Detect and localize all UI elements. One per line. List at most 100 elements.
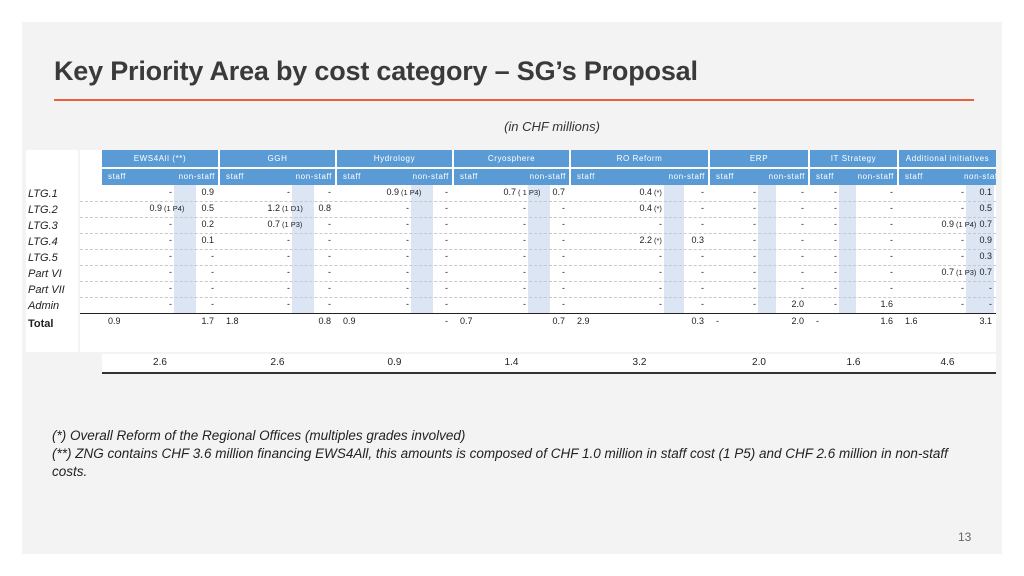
staff-cell: - [753, 203, 756, 213]
grade-note: (*) [654, 236, 662, 245]
group-total-cell: 2.0 [752, 357, 766, 368]
staff-cell: - [834, 251, 837, 261]
staff-cell: - [659, 219, 662, 229]
staff-cell: - [523, 203, 526, 213]
staff-cell: - [834, 267, 837, 277]
row-label: Part VI [28, 268, 62, 280]
non-staff-cell: - [801, 187, 804, 197]
staff-cell: - [523, 235, 526, 245]
non-staff-cell: - [562, 267, 565, 277]
non-staff-cell: 0.2 [201, 219, 214, 229]
non-staff-cell: - [890, 283, 893, 293]
staff-cell: - [834, 299, 837, 309]
non-staff-cell: - [801, 267, 804, 277]
non-staff-cell: - [989, 283, 992, 293]
group-header: GGH [220, 150, 335, 167]
non-staff-cell: - [890, 267, 893, 277]
total-staff-cell: 0.9 [108, 316, 121, 326]
staff-cell: - [753, 219, 756, 229]
staff-cell: - [659, 299, 662, 309]
row-divider [80, 201, 996, 202]
total-non-staff-cell: 0.3 [691, 316, 704, 326]
staff-cell: - [169, 219, 172, 229]
non-staff-cell: - [890, 219, 893, 229]
row-label: LTG.1 [28, 188, 58, 200]
staff-cell: - [659, 251, 662, 261]
non-staff-cell: 0.7 [979, 219, 992, 229]
non-staff-cell: - [445, 299, 448, 309]
non-staff-cell: - [890, 203, 893, 213]
staff-cell: - [834, 187, 837, 197]
group-total-cell: 2.6 [270, 357, 285, 368]
staff-cell: - [753, 283, 756, 293]
staff-cell: - [523, 267, 526, 277]
staff-cell: - [169, 267, 172, 277]
staff-cell: - [169, 187, 172, 197]
subheader-non-staff: non-staff [837, 169, 897, 185]
grade-note: (1 P3) [956, 268, 977, 277]
non-staff-cell: - [701, 187, 704, 197]
total-non-staff-cell: 1.6 [880, 316, 893, 326]
non-staff-cell: - [445, 219, 448, 229]
non-staff-cell: 0.7 [979, 267, 992, 277]
staff-cell: 1.2 [267, 203, 280, 213]
subheader-non-staff: non-staff [409, 169, 452, 185]
total-staff-cell: 0.9 [343, 316, 356, 326]
page-title: Key Priority Area by cost category – SG’… [54, 56, 698, 86]
subheader-non-staff: non-staff [526, 169, 569, 185]
non-staff-cell: - [701, 283, 704, 293]
total-staff-cell: - [716, 316, 719, 326]
row-divider [80, 217, 996, 218]
non-staff-cell: - [890, 235, 893, 245]
staff-cell: 0.9 [149, 203, 162, 213]
non-staff-cell: - [328, 187, 331, 197]
total-staff-cell: - [816, 316, 819, 326]
total-non-staff-cell: 0.8 [318, 316, 331, 326]
row-divider [80, 265, 996, 266]
subheader-staff: staff [337, 169, 409, 185]
total-non-staff-cell: 3.1 [979, 316, 992, 326]
row-divider [80, 249, 996, 250]
non-staff-cell: - [801, 219, 804, 229]
group-header: ERP [710, 150, 808, 167]
non-staff-cell: 2.0 [791, 299, 804, 309]
subheader-non-staff: non-staff [662, 169, 708, 185]
staff-cell: - [834, 219, 837, 229]
total-staff-cell: 1.8 [226, 316, 239, 326]
grade-note: ( 1 P3) [518, 188, 541, 197]
staff-cell: - [834, 235, 837, 245]
non-staff-cell: 0.9 [201, 187, 214, 197]
subheader-non-staff: non-staff [172, 169, 218, 185]
staff-cell: 2.2 [639, 235, 652, 245]
non-staff-cell: - [445, 203, 448, 213]
non-staff-cell: 0.7 [552, 187, 565, 197]
grade-note: (1 P4) [956, 220, 977, 229]
units-subtitle: (in CHF millions) [504, 119, 600, 134]
slide: Key Priority Area by cost category – SG’… [22, 22, 1002, 554]
staff-cell: 0.7 [941, 267, 954, 277]
grade-note: (*) [654, 188, 662, 197]
staff-cell: - [753, 299, 756, 309]
non-staff-cell: 0.1 [201, 235, 214, 245]
staff-cell: - [169, 299, 172, 309]
subheader-staff: staff [810, 169, 837, 185]
staff-cell: - [523, 283, 526, 293]
staff-cell: 0.7 [267, 219, 280, 229]
non-staff-cell: - [801, 283, 804, 293]
non-staff-cell: - [445, 251, 448, 261]
group-header: Cryosphere [454, 150, 569, 167]
staff-cell: - [287, 283, 290, 293]
row-label: LTG.5 [28, 252, 58, 264]
total-non-staff-cell: 2.0 [791, 316, 804, 326]
row-divider [80, 281, 996, 282]
non-staff-cell: 0.9 [979, 235, 992, 245]
staff-cell: - [406, 219, 409, 229]
non-staff-cell: - [328, 283, 331, 293]
group-total-cell: 1.4 [504, 357, 519, 368]
non-staff-cell: - [562, 299, 565, 309]
non-staff-cell: - [211, 299, 214, 309]
staff-cell: - [169, 283, 172, 293]
non-staff-cell: - [445, 283, 448, 293]
staff-cell: 0.7 [503, 187, 516, 197]
staff-cell: - [406, 267, 409, 277]
